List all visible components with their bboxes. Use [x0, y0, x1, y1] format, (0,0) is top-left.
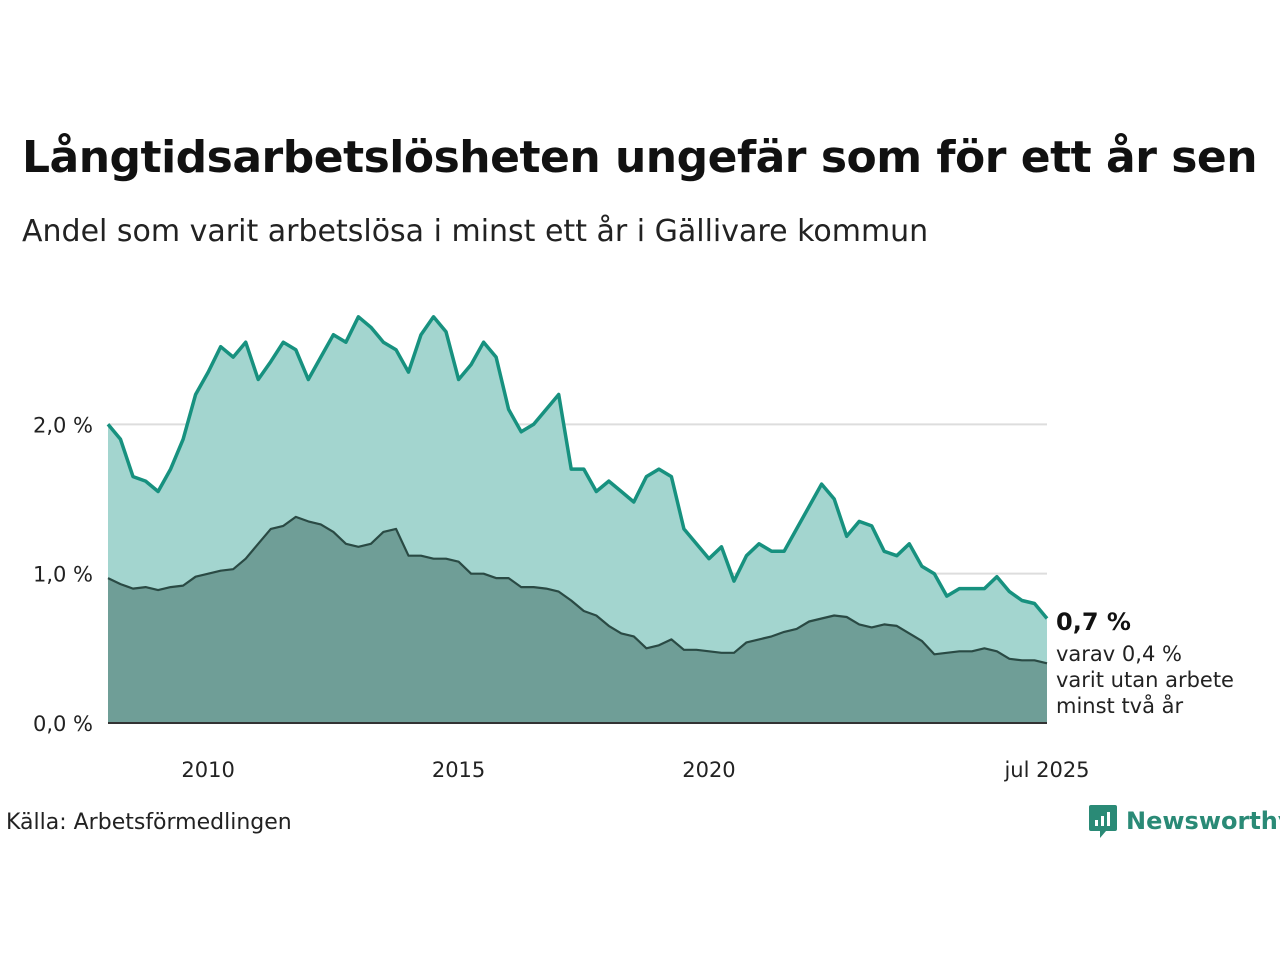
long-term-line [106, 315, 1049, 620]
y-tick-label: 0,0 % [33, 712, 93, 736]
x-tick-label: jul 2025 [1003, 758, 1089, 782]
brand-name: Newsworthy [1126, 807, 1280, 835]
source-label: Källa: Arbetsförmedlingen [6, 810, 292, 835]
two-year-area [108, 516, 1047, 723]
chart-subtitle: Andel som varit arbetslösa i minst ett å… [22, 214, 929, 249]
end-value-label: 0,7 % [1056, 608, 1131, 636]
newsworthy-logo-icon [1089, 805, 1117, 838]
chart-title: Långtidsarbetslösheten ungefär som för e… [22, 132, 1258, 183]
end-sub-label: varit utan arbete [1056, 668, 1234, 692]
end-sub-label: minst två år [1056, 693, 1184, 718]
brand-logo: Newsworthy [1088, 803, 1280, 839]
end-sub-label: varav 0,4 % [1056, 642, 1182, 666]
x-tick-label: 2010 [181, 758, 234, 782]
y-tick-label: 1,0 % [33, 563, 93, 587]
x-tick-label: 2015 [432, 758, 485, 782]
x-tick-label: 2020 [682, 758, 735, 782]
y-tick-label: 2,0 % [33, 413, 93, 437]
two-year-line [107, 515, 1048, 665]
